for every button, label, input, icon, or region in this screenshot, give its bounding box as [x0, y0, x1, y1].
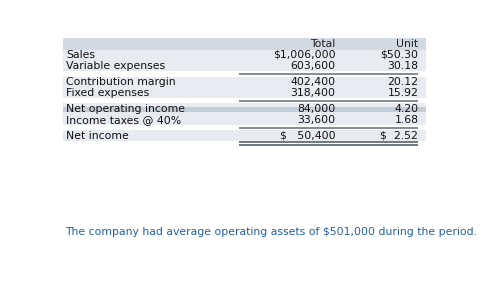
Bar [63, 107, 426, 112]
Text: Net income: Net income [67, 131, 129, 141]
Bar [63, 130, 426, 141]
Text: The company had average operating assets of $501,000 during the period.: The company had average operating assets… [65, 227, 477, 237]
Bar [63, 103, 426, 114]
Bar [63, 71, 426, 77]
Text: Net operating income: Net operating income [67, 104, 186, 114]
Bar [63, 98, 426, 103]
Text: 84,000: 84,000 [297, 104, 335, 114]
Text: $  2.52: $ 2.52 [380, 131, 418, 141]
Text: 15.92: 15.92 [388, 88, 418, 98]
Text: 20.12: 20.12 [388, 77, 418, 87]
Text: Sales: Sales [67, 50, 95, 60]
Text: $   50,400: $ 50,400 [280, 131, 335, 141]
Bar [63, 114, 426, 125]
Bar [63, 49, 426, 60]
Text: Unit: Unit [396, 39, 418, 49]
Bar [63, 60, 426, 71]
Text: 1.68: 1.68 [394, 115, 418, 125]
Bar [63, 77, 426, 87]
Text: 318,400: 318,400 [290, 88, 335, 98]
Text: Variable expenses: Variable expenses [67, 61, 166, 71]
Bar [63, 125, 426, 130]
Text: Fixed expenses: Fixed expenses [67, 88, 150, 98]
Text: Income taxes @ 40%: Income taxes @ 40% [67, 115, 182, 125]
Text: Contribution margin: Contribution margin [67, 77, 176, 87]
Bar [63, 87, 426, 98]
Text: 603,600: 603,600 [290, 61, 335, 71]
Text: $1,006,000: $1,006,000 [273, 50, 335, 60]
Text: Total: Total [310, 39, 335, 49]
Text: 33,600: 33,600 [297, 115, 335, 125]
Text: $50.30: $50.30 [380, 50, 418, 60]
Bar [63, 38, 426, 49]
Text: 4.20: 4.20 [394, 104, 418, 114]
Text: 402,400: 402,400 [290, 77, 335, 87]
Text: 30.18: 30.18 [388, 61, 418, 71]
